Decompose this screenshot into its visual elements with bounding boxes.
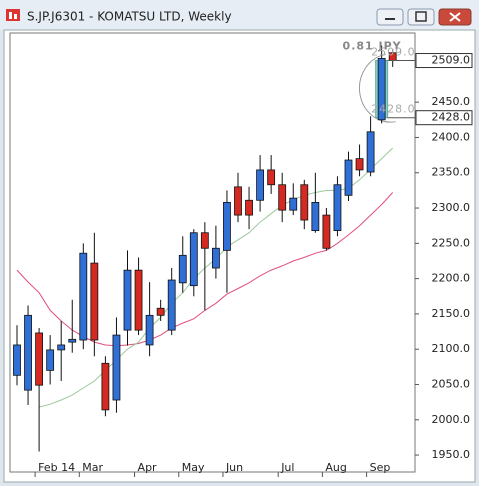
- candle-body: [200, 232, 209, 249]
- x-tick-label: Mar: [82, 461, 103, 474]
- candle-body: [178, 254, 187, 284]
- y-tick-label: 2000.0: [432, 413, 471, 426]
- candle-body: [112, 334, 121, 401]
- price-ghost-label: 2428.0: [371, 103, 416, 116]
- candle-body: [46, 349, 55, 371]
- candle-body: [57, 344, 66, 351]
- candle-body: [344, 159, 353, 196]
- x-tick-label: Jul: [280, 461, 294, 474]
- app-icon-bar: [9, 12, 12, 19]
- candle-body: [101, 362, 110, 411]
- candle-body: [333, 184, 342, 232]
- candle-body: [156, 307, 165, 316]
- candle-body: [223, 201, 231, 251]
- candle-body: [123, 269, 132, 331]
- y-tick-label: 2400.0: [432, 130, 471, 143]
- maximize-icon: [415, 11, 427, 22]
- x-tick-label: Apr: [138, 461, 158, 474]
- y-tick-label: 2450.0: [432, 95, 471, 108]
- x-tick-label: May: [182, 461, 205, 474]
- candle-body: [68, 338, 77, 343]
- x-tick-label: Aug: [325, 461, 346, 474]
- candle-body: [311, 201, 320, 232]
- candle-body: [278, 184, 287, 211]
- candle-body: [234, 186, 242, 216]
- price-ghost-label: 2509.0: [371, 46, 416, 59]
- measure-arc: [358, 54, 396, 123]
- candle-body: [90, 262, 99, 341]
- candle-body: [245, 199, 253, 216]
- candle-body: [289, 197, 298, 211]
- price-tag-label: 2428.0: [432, 111, 471, 124]
- candle-body: [167, 279, 176, 331]
- window-controls[interactable]: [376, 8, 472, 26]
- candle-body: [134, 269, 143, 331]
- y-tick-label: 2150.0: [432, 307, 471, 320]
- candle-body: [355, 158, 364, 171]
- candle-body: [13, 344, 21, 376]
- candle-body: [256, 169, 265, 201]
- window-title: S.JP.J6301 - KOMATSU LTD, Weekly: [27, 10, 232, 24]
- y-tick-label: 1950.0: [432, 448, 471, 461]
- minimize-button[interactable]: [376, 8, 404, 26]
- y-tick-label: 2200.0: [432, 272, 471, 285]
- candle-body: [145, 314, 154, 346]
- y-tick-label: 2100.0: [432, 342, 471, 355]
- y-tick-label: 2300.0: [432, 201, 471, 214]
- price-tag-label: 2509.0: [432, 54, 471, 67]
- candle-body: [79, 252, 88, 341]
- candle-body: [211, 247, 220, 269]
- x-tick-label: Feb 14: [38, 461, 75, 474]
- minimize-icon: [385, 18, 395, 20]
- candle-body: [322, 214, 331, 249]
- price-tag: [415, 53, 473, 69]
- candle-body: [35, 332, 43, 386]
- candle-body: [189, 232, 198, 287]
- close-icon: [449, 12, 461, 22]
- measure-label: 0.81 JPY: [343, 40, 402, 53]
- y-tick-label: 2050.0: [432, 377, 471, 390]
- x-tick-label: Sep: [370, 461, 391, 474]
- app-icon: [6, 9, 20, 21]
- x-tick-label: Jun: [225, 461, 243, 474]
- candle-body: [300, 184, 309, 221]
- y-tick-label: 2250.0: [432, 236, 471, 249]
- maximize-button[interactable]: [407, 8, 435, 26]
- candle-body: [366, 131, 375, 173]
- y-tick-label: 2350.0: [432, 166, 471, 179]
- price-tag: [415, 110, 473, 126]
- candle-body: [24, 314, 32, 391]
- app-icon-bar: [14, 14, 17, 19]
- candle-body: [267, 169, 276, 186]
- candle-body: [377, 58, 386, 121]
